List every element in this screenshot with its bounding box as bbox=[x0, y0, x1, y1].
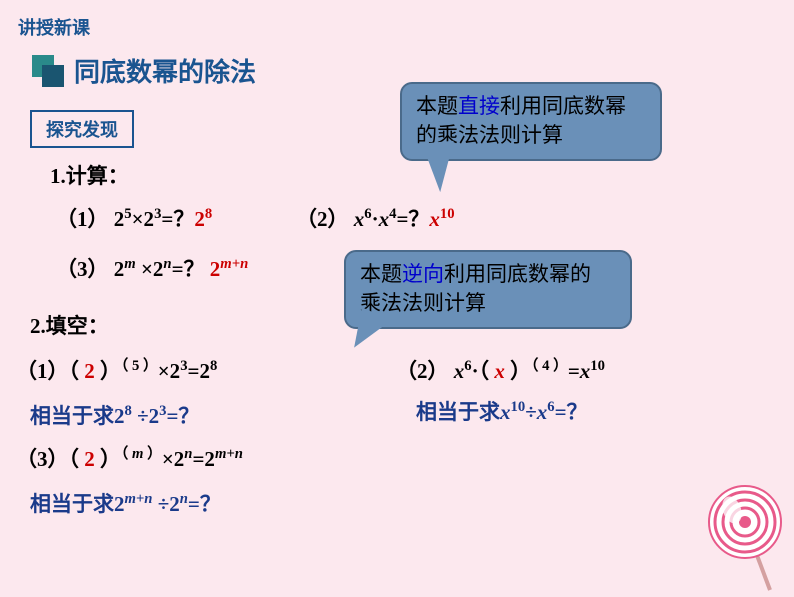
fill-1: （1）（ 2 ）（ 5 ）×23=28 bbox=[16, 354, 217, 385]
t: 5 bbox=[124, 206, 131, 222]
t: 本题 bbox=[360, 262, 402, 286]
t: ÷2 bbox=[152, 492, 179, 516]
t: 乘法法则计算 bbox=[360, 291, 486, 315]
t: ） bbox=[100, 447, 121, 471]
t: 6 bbox=[547, 399, 554, 415]
t: x bbox=[537, 400, 548, 424]
lesson-header: 讲授新课 bbox=[18, 14, 90, 40]
t: 相当于求2 bbox=[30, 492, 125, 516]
t: = bbox=[568, 359, 580, 383]
t: m+n bbox=[125, 491, 153, 507]
t: =？ bbox=[396, 207, 429, 231]
t: =2 bbox=[188, 359, 210, 383]
fill-3: （3）（ 2 ）（ （ m ）m ）×2n=2m+n bbox=[16, 442, 243, 473]
page-title: 同底数幂的除法 bbox=[74, 52, 256, 89]
t: =？ bbox=[555, 400, 588, 424]
t: （2） bbox=[296, 207, 354, 231]
equiv-1: 相当于求28 ÷23=？ bbox=[30, 400, 199, 430]
callout-reverse: 本题逆向利用同底数幂的乘法法则计算 bbox=[344, 250, 632, 329]
t: x bbox=[354, 207, 365, 231]
callout-tail bbox=[422, 141, 458, 194]
t: 10 bbox=[511, 399, 526, 415]
calc-label: 1.计算： bbox=[50, 160, 129, 190]
t: ×2 bbox=[158, 359, 180, 383]
t: 8 bbox=[125, 403, 132, 419]
answer: 2 bbox=[194, 207, 205, 231]
t: （2） bbox=[396, 359, 454, 383]
t: 利用同底数幂 bbox=[500, 94, 626, 118]
t: 逆向 bbox=[402, 262, 444, 286]
answer: 2 bbox=[84, 447, 95, 471]
t: ） bbox=[510, 359, 531, 383]
t: 8 bbox=[205, 206, 212, 222]
t: m+n bbox=[220, 256, 248, 272]
t: n bbox=[180, 491, 188, 507]
t: =2 bbox=[192, 447, 214, 471]
t: 6 bbox=[464, 358, 471, 374]
t: 8 bbox=[210, 358, 217, 374]
title-icon bbox=[32, 55, 64, 87]
answer: 2 bbox=[210, 257, 221, 281]
equiv-2: 相当于求x10÷x6=？ bbox=[416, 396, 588, 426]
t: 10 bbox=[590, 358, 605, 374]
fill-label: 2.填空： bbox=[30, 310, 109, 340]
explore-label: 探究发现 bbox=[30, 110, 134, 148]
t: · bbox=[372, 207, 379, 231]
answer: 2 bbox=[84, 359, 95, 383]
t: =？ bbox=[161, 207, 194, 231]
t: 6 bbox=[364, 206, 371, 222]
t: x bbox=[379, 207, 390, 231]
t: （1）（ bbox=[16, 359, 79, 383]
t: =？ bbox=[166, 404, 199, 428]
t: m bbox=[124, 256, 135, 272]
problem-3: （3） 2m ×2n=？ 2m+n bbox=[56, 253, 248, 283]
t: 3 bbox=[180, 358, 187, 374]
t: x bbox=[500, 400, 511, 424]
equiv-3: 相当于求2m+n ÷2n=？ bbox=[30, 488, 221, 518]
answer: x bbox=[494, 359, 505, 383]
t: 10 bbox=[440, 206, 455, 222]
t: m+n bbox=[215, 446, 243, 462]
title-block: 同底数幂的除法 bbox=[32, 52, 256, 89]
t: n bbox=[163, 256, 171, 272]
problem-2: （2） x6·x4=？x10 bbox=[296, 203, 455, 233]
t: 相当于求2 bbox=[30, 404, 125, 428]
answer: x bbox=[429, 207, 440, 231]
t: =？ bbox=[188, 492, 221, 516]
t: ×2 bbox=[132, 207, 154, 231]
t: x bbox=[580, 359, 591, 383]
t: ÷2 bbox=[132, 404, 159, 428]
t: ） bbox=[100, 359, 121, 383]
t: （3） 2 bbox=[56, 257, 124, 281]
t: 本题 bbox=[416, 94, 458, 118]
t: （ 5 ） bbox=[121, 358, 158, 374]
t: =？ bbox=[172, 257, 205, 281]
t: （1） 2 bbox=[56, 207, 124, 231]
t: 利用同底数幂的 bbox=[444, 262, 591, 286]
lollipop-icon bbox=[700, 482, 790, 592]
t: （ 4 ） bbox=[531, 358, 568, 374]
t: ×2 bbox=[136, 257, 164, 281]
t: 直接 bbox=[458, 94, 500, 118]
t: 相当于求 bbox=[416, 400, 500, 424]
t: x bbox=[454, 359, 465, 383]
t: ×2 bbox=[162, 447, 184, 471]
fill-2: （2） x6·（ x ）（ 4 ）=x10 bbox=[396, 354, 605, 385]
t: （3）（ bbox=[16, 447, 79, 471]
t: ÷ bbox=[525, 400, 537, 424]
problem-1: （1） 25×23=？28 bbox=[56, 203, 212, 233]
t: ·（ bbox=[472, 359, 490, 383]
